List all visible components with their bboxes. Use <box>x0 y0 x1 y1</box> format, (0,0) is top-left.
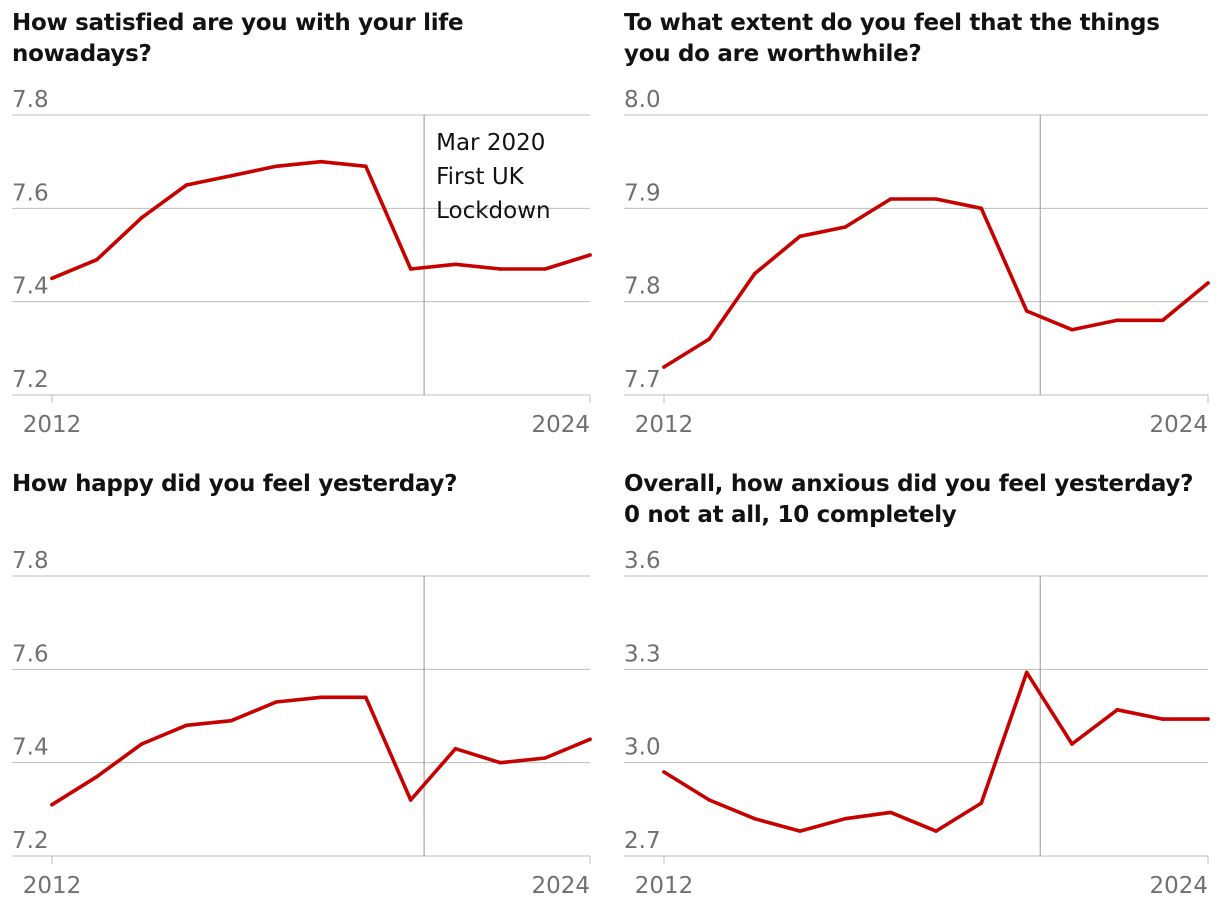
data-point <box>229 718 234 723</box>
data-point <box>229 173 234 178</box>
line-chart-happiness: 7.8 7.6 7.4 7.2 2012 2024 <box>12 548 592 899</box>
data-point <box>1206 281 1210 285</box>
y-tick-label: 7.2 <box>12 828 49 854</box>
data-point <box>843 816 848 821</box>
x-tick-label: 2024 <box>531 873 590 899</box>
y-tick-label: 7.4 <box>12 735 49 761</box>
data-point <box>798 234 802 239</box>
series-line <box>50 695 592 807</box>
y-tick-label: 7.8 <box>12 548 49 574</box>
data-point <box>95 774 99 779</box>
data-point <box>139 742 144 746</box>
data-point <box>498 760 503 765</box>
y-tick-label: 2.7 <box>624 828 661 854</box>
x-tick-label: 2024 <box>1149 873 1208 899</box>
line-chart-worthwhile: 8.0 7.9 7.8 7.7 2012 2024 <box>624 87 1210 438</box>
data-point <box>453 746 458 751</box>
chart-panel-anxiety: Overall, how anxious did you feel yester… <box>624 469 1210 909</box>
lockdown-annotation-line: Mar 2020 <box>436 130 545 156</box>
data-point <box>934 829 938 833</box>
chart-title: To what extent do you feel that the thin… <box>624 10 1160 67</box>
x-tick-label: 2012 <box>635 873 694 899</box>
y-tick-label: 7.8 <box>12 87 49 113</box>
data-point <box>543 267 547 271</box>
data-point <box>453 262 458 267</box>
data-point <box>139 215 144 220</box>
data-point <box>1160 318 1165 323</box>
data-point <box>979 206 984 211</box>
data-point <box>662 770 666 774</box>
data-point <box>184 183 189 187</box>
data-point <box>888 197 893 201</box>
x-tick-label: 2012 <box>23 873 82 899</box>
data-point <box>752 816 757 821</box>
data-point <box>1024 309 1029 313</box>
chart-panel-happiness: How happy did you feel yesterday? 7.8 7.6… <box>12 469 592 909</box>
x-tick-label: 2024 <box>1149 412 1208 438</box>
data-point <box>274 700 279 704</box>
data-point <box>843 225 848 229</box>
chart-title: Overall, how anxious did you feel yester… <box>624 471 1194 528</box>
data-point <box>498 267 503 271</box>
y-tick-label: 7.7 <box>624 367 661 393</box>
data-point <box>274 164 279 169</box>
lockdown-annotation-line: Lockdown <box>436 198 551 224</box>
data-point <box>319 159 323 164</box>
chart-panel-life-satisfaction: How satisfied are you with your life now… <box>12 8 592 448</box>
data-point <box>588 253 592 257</box>
chart-panel-worthwhile: To what extent do you feel that the thin… <box>624 8 1210 448</box>
y-tick-label: 7.6 <box>12 180 49 206</box>
data-point <box>1115 708 1120 712</box>
data-point <box>50 802 54 807</box>
data-point <box>1206 717 1210 721</box>
x-tick-label: 2024 <box>531 412 590 438</box>
y-tick-label: 7.6 <box>12 641 49 667</box>
data-point <box>319 695 323 700</box>
y-tick-label: 7.8 <box>624 274 661 300</box>
data-point <box>1070 742 1074 746</box>
data-point <box>752 271 757 276</box>
series-line <box>662 197 1210 369</box>
y-tick-label: 3.0 <box>624 735 661 761</box>
data-point <box>888 810 893 815</box>
data-point <box>95 257 99 262</box>
line-chart-anxiety: 3.6 3.3 3.0 2.7 2012 2024 <box>624 548 1210 899</box>
chart-title: How satisfied are you with your life now… <box>12 10 464 67</box>
data-point <box>707 337 712 341</box>
x-tick-label: 2012 <box>635 412 694 438</box>
data-point <box>543 756 547 760</box>
chart-title: How happy did you feel yesterday? <box>12 471 458 497</box>
y-tick-label: 7.9 <box>624 180 661 206</box>
x-tick-label: 2012 <box>23 412 82 438</box>
data-point <box>364 695 368 700</box>
data-point <box>934 197 938 201</box>
data-point <box>1070 327 1074 332</box>
y-tick-label: 3.6 <box>624 548 661 574</box>
data-point <box>1115 318 1120 323</box>
series-line <box>662 670 1210 833</box>
data-point <box>408 798 413 802</box>
data-point <box>1160 717 1165 721</box>
data-point <box>364 164 368 169</box>
data-point <box>50 276 54 281</box>
lockdown-annotation-line: First UK <box>436 164 525 190</box>
y-tick-label: 8.0 <box>624 87 661 113</box>
y-tick-label: 3.3 <box>624 641 661 667</box>
y-tick-label: 7.4 <box>12 274 49 300</box>
data-point <box>1024 670 1029 675</box>
data-point <box>184 723 189 728</box>
line-chart-life-satisfaction: 7.8 7.6 7.4 7.2 2012 2024 Mar 2020 First UK Lock… <box>12 87 592 438</box>
data-point <box>662 365 666 369</box>
data-point <box>707 798 712 802</box>
data-point <box>408 267 413 271</box>
y-tick-label: 7.2 <box>12 367 49 393</box>
data-point <box>798 829 802 833</box>
data-point <box>979 801 984 805</box>
data-point <box>588 737 592 742</box>
